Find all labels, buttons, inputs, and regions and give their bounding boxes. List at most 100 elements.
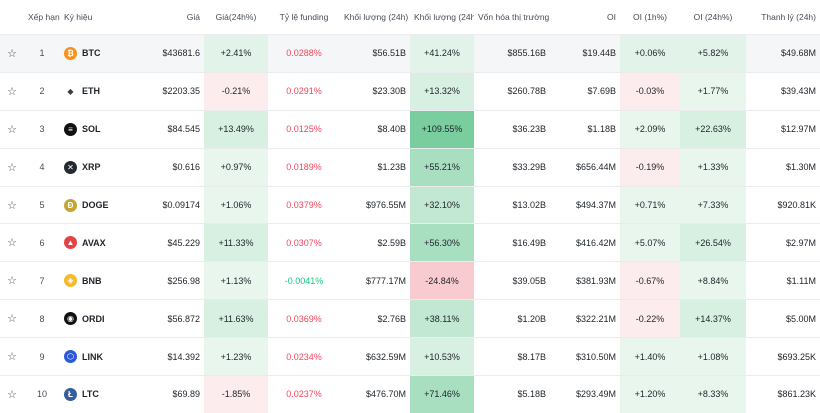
symbol-label: XRP (82, 162, 101, 173)
funding-rate-cell: -0.0041% (268, 261, 340, 300)
header-volume-24h[interactable]: Khối lượng (24h) (344, 12, 409, 22)
favorite-star-icon[interactable]: ☆ (0, 375, 24, 413)
volume-24h-cell: $23.30B (340, 71, 410, 111)
volume-change-24h-cell: +109.55% (410, 109, 474, 149)
oi-cell: $656.44M (550, 147, 620, 187)
symbol-cell[interactable]: ◆ ETH (60, 71, 130, 111)
market-cap-cell: $16.49B (474, 223, 550, 262)
table-row[interactable]: ☆ 10 Ł LTC $69.89 -1.85% 0.0237% $476.70M +71.46… (0, 375, 820, 413)
volume-change-24h-cell: +56.30% (410, 223, 474, 262)
liquidation-24h-cell: $920.81K (746, 185, 820, 224)
volume-24h-cell: $1.23B (340, 147, 410, 187)
price-cell: $56.872 (130, 299, 204, 338)
symbol-label: BTC (82, 48, 101, 59)
oi-1h-cell: +0.06% (620, 34, 680, 73)
change-24h-cell: +1.13% (204, 261, 268, 300)
price-cell: $0.616 (130, 147, 204, 187)
change-24h-cell: +11.63% (204, 299, 268, 338)
volume-24h-cell: $2.59B (340, 223, 410, 262)
price-cell: $14.392 (130, 337, 204, 376)
favorite-star-icon[interactable]: ☆ (0, 147, 24, 187)
symbol-cell[interactable]: ✕ XRP (60, 147, 130, 187)
header-change-24h[interactable]: Giá(24h%) (215, 12, 257, 22)
avalanche-icon: ▲ (64, 236, 77, 250)
oi-24h-cell: +1.33% (680, 147, 746, 187)
liquidation-24h-cell: $1.30M (746, 147, 820, 187)
liquidation-24h-cell: $5.00M (746, 299, 820, 338)
header-volume-change-24h[interactable]: Khối lượng (24h%) (414, 12, 474, 22)
favorite-star-icon[interactable]: ☆ (0, 337, 24, 376)
oi-cell: $416.42M (550, 223, 620, 262)
oi-1h-cell: +5.07% (620, 223, 680, 262)
oi-cell: $1.18B (550, 109, 620, 149)
table-row[interactable]: ☆ 1 ₿ BTC $43681.6 +2.41% 0.0288% $56.51B +41.24… (0, 34, 820, 73)
symbol-cell[interactable]: ◉ ORDI (60, 299, 130, 338)
table-row[interactable]: ☆ 7 ◈ BNB $256.98 +1.13% -0.0041% $777.17M -24.8… (0, 261, 820, 300)
table-row[interactable]: ☆ 5 Ð DOGE $0.09174 +1.06% 0.0379% $976.55M +32.… (0, 185, 820, 224)
change-24h-cell: +0.97% (204, 147, 268, 187)
favorite-star-icon[interactable]: ☆ (0, 261, 24, 300)
funding-rate-cell: 0.0369% (268, 299, 340, 338)
dogecoin-icon: Ð (64, 198, 77, 212)
funding-rate-cell: 0.0237% (268, 375, 340, 413)
favorite-star-icon[interactable]: ☆ (0, 185, 24, 224)
price-cell: $43681.6 (130, 34, 204, 73)
price-cell: $256.98 (130, 261, 204, 300)
favorite-star-icon[interactable]: ☆ (0, 109, 24, 149)
table-row[interactable]: ☆ 3 ≡ SOL $84.545 +13.49% 0.0125% $8.40B +109.55… (0, 109, 820, 149)
header-oi-1h[interactable]: OI (1h%) (632, 12, 667, 22)
symbol-cell[interactable]: ≡ SOL (60, 109, 130, 149)
market-cap-cell: $33.29B (474, 147, 550, 187)
header-oi[interactable]: OI (607, 12, 616, 22)
oi-1h-cell: +2.09% (620, 109, 680, 149)
rank-cell: 9 (24, 337, 60, 376)
bnb-icon: ◈ (64, 274, 77, 288)
change-24h-cell: -1.85% (204, 375, 268, 413)
market-cap-cell: $855.16B (474, 34, 550, 73)
table-row[interactable]: ☆ 8 ◉ ORDI $56.872 +11.63% 0.0369% $2.76B +38.11… (0, 299, 820, 338)
symbol-cell[interactable]: ◈ BNB (60, 261, 130, 300)
rank-cell: 5 (24, 185, 60, 224)
volume-24h-cell: $476.70M (340, 375, 410, 413)
bitcoin-icon: ₿ (64, 46, 77, 60)
symbol-cell[interactable]: ₿ BTC (60, 34, 130, 73)
symbol-cell[interactable]: ⬡ LINK (60, 337, 130, 376)
symbol-label: ETH (82, 86, 100, 97)
table-row[interactable]: ☆ 2 ◆ ETH $2203.35 -0.21% 0.0291% $23.30B +13.32… (0, 71, 820, 111)
header-liquidation-24h[interactable]: Thanh lý (24h) (761, 12, 816, 22)
symbol-cell[interactable]: Ł LTC (60, 375, 130, 413)
liquidation-24h-cell: $2.97M (746, 223, 820, 262)
favorite-star-icon[interactable]: ☆ (0, 223, 24, 262)
header-funding-rate[interactable]: Tỷ lệ funding (279, 12, 329, 22)
favorite-star-icon[interactable]: ☆ (0, 299, 24, 338)
symbol-cell[interactable]: ▲ AVAX (60, 223, 130, 262)
oi-24h-cell: +14.37% (680, 299, 746, 338)
market-cap-cell: $1.20B (474, 299, 550, 338)
favorite-star-icon[interactable]: ☆ (0, 34, 24, 73)
funding-rate-cell: 0.0307% (268, 223, 340, 262)
header-symbol[interactable]: Ký hiệu (64, 12, 93, 22)
oi-24h-cell: +8.84% (680, 261, 746, 300)
header-price[interactable]: Giá (186, 12, 200, 22)
ordi-icon: ◉ (64, 312, 77, 326)
market-cap-cell: $39.05B (474, 261, 550, 300)
price-cell: $84.545 (130, 109, 204, 149)
header-oi-24h[interactable]: OI (24h%) (693, 12, 733, 22)
table-row[interactable]: ☆ 4 ✕ XRP $0.616 +0.97% 0.0189% $1.23B +55.21% $3… (0, 147, 820, 187)
funding-rate-cell: 0.0125% (268, 109, 340, 149)
header-rank[interactable]: Xếp hạng (28, 12, 60, 22)
liquidation-24h-cell: $693.25K (746, 337, 820, 376)
favorite-star-icon[interactable]: ☆ (0, 71, 24, 111)
oi-24h-cell: +8.33% (680, 375, 746, 413)
oi-cell: $310.50M (550, 337, 620, 376)
header-market-cap[interactable]: Vốn hóa thị trường (478, 12, 550, 22)
symbol-cell[interactable]: Ð DOGE (60, 185, 130, 224)
table-row[interactable]: ☆ 9 ⬡ LINK $14.392 +1.23% 0.0234% $632.59M +10.5… (0, 337, 820, 376)
table-row[interactable]: ☆ 6 ▲ AVAX $45.229 +11.33% 0.0307% $2.59B +56.30… (0, 223, 820, 262)
oi-cell: $494.37M (550, 185, 620, 224)
change-24h-cell: -0.21% (204, 71, 268, 111)
funding-rate-cell: 0.0189% (268, 147, 340, 187)
oi-24h-cell: +1.77% (680, 71, 746, 111)
litecoin-icon: Ł (64, 387, 77, 401)
